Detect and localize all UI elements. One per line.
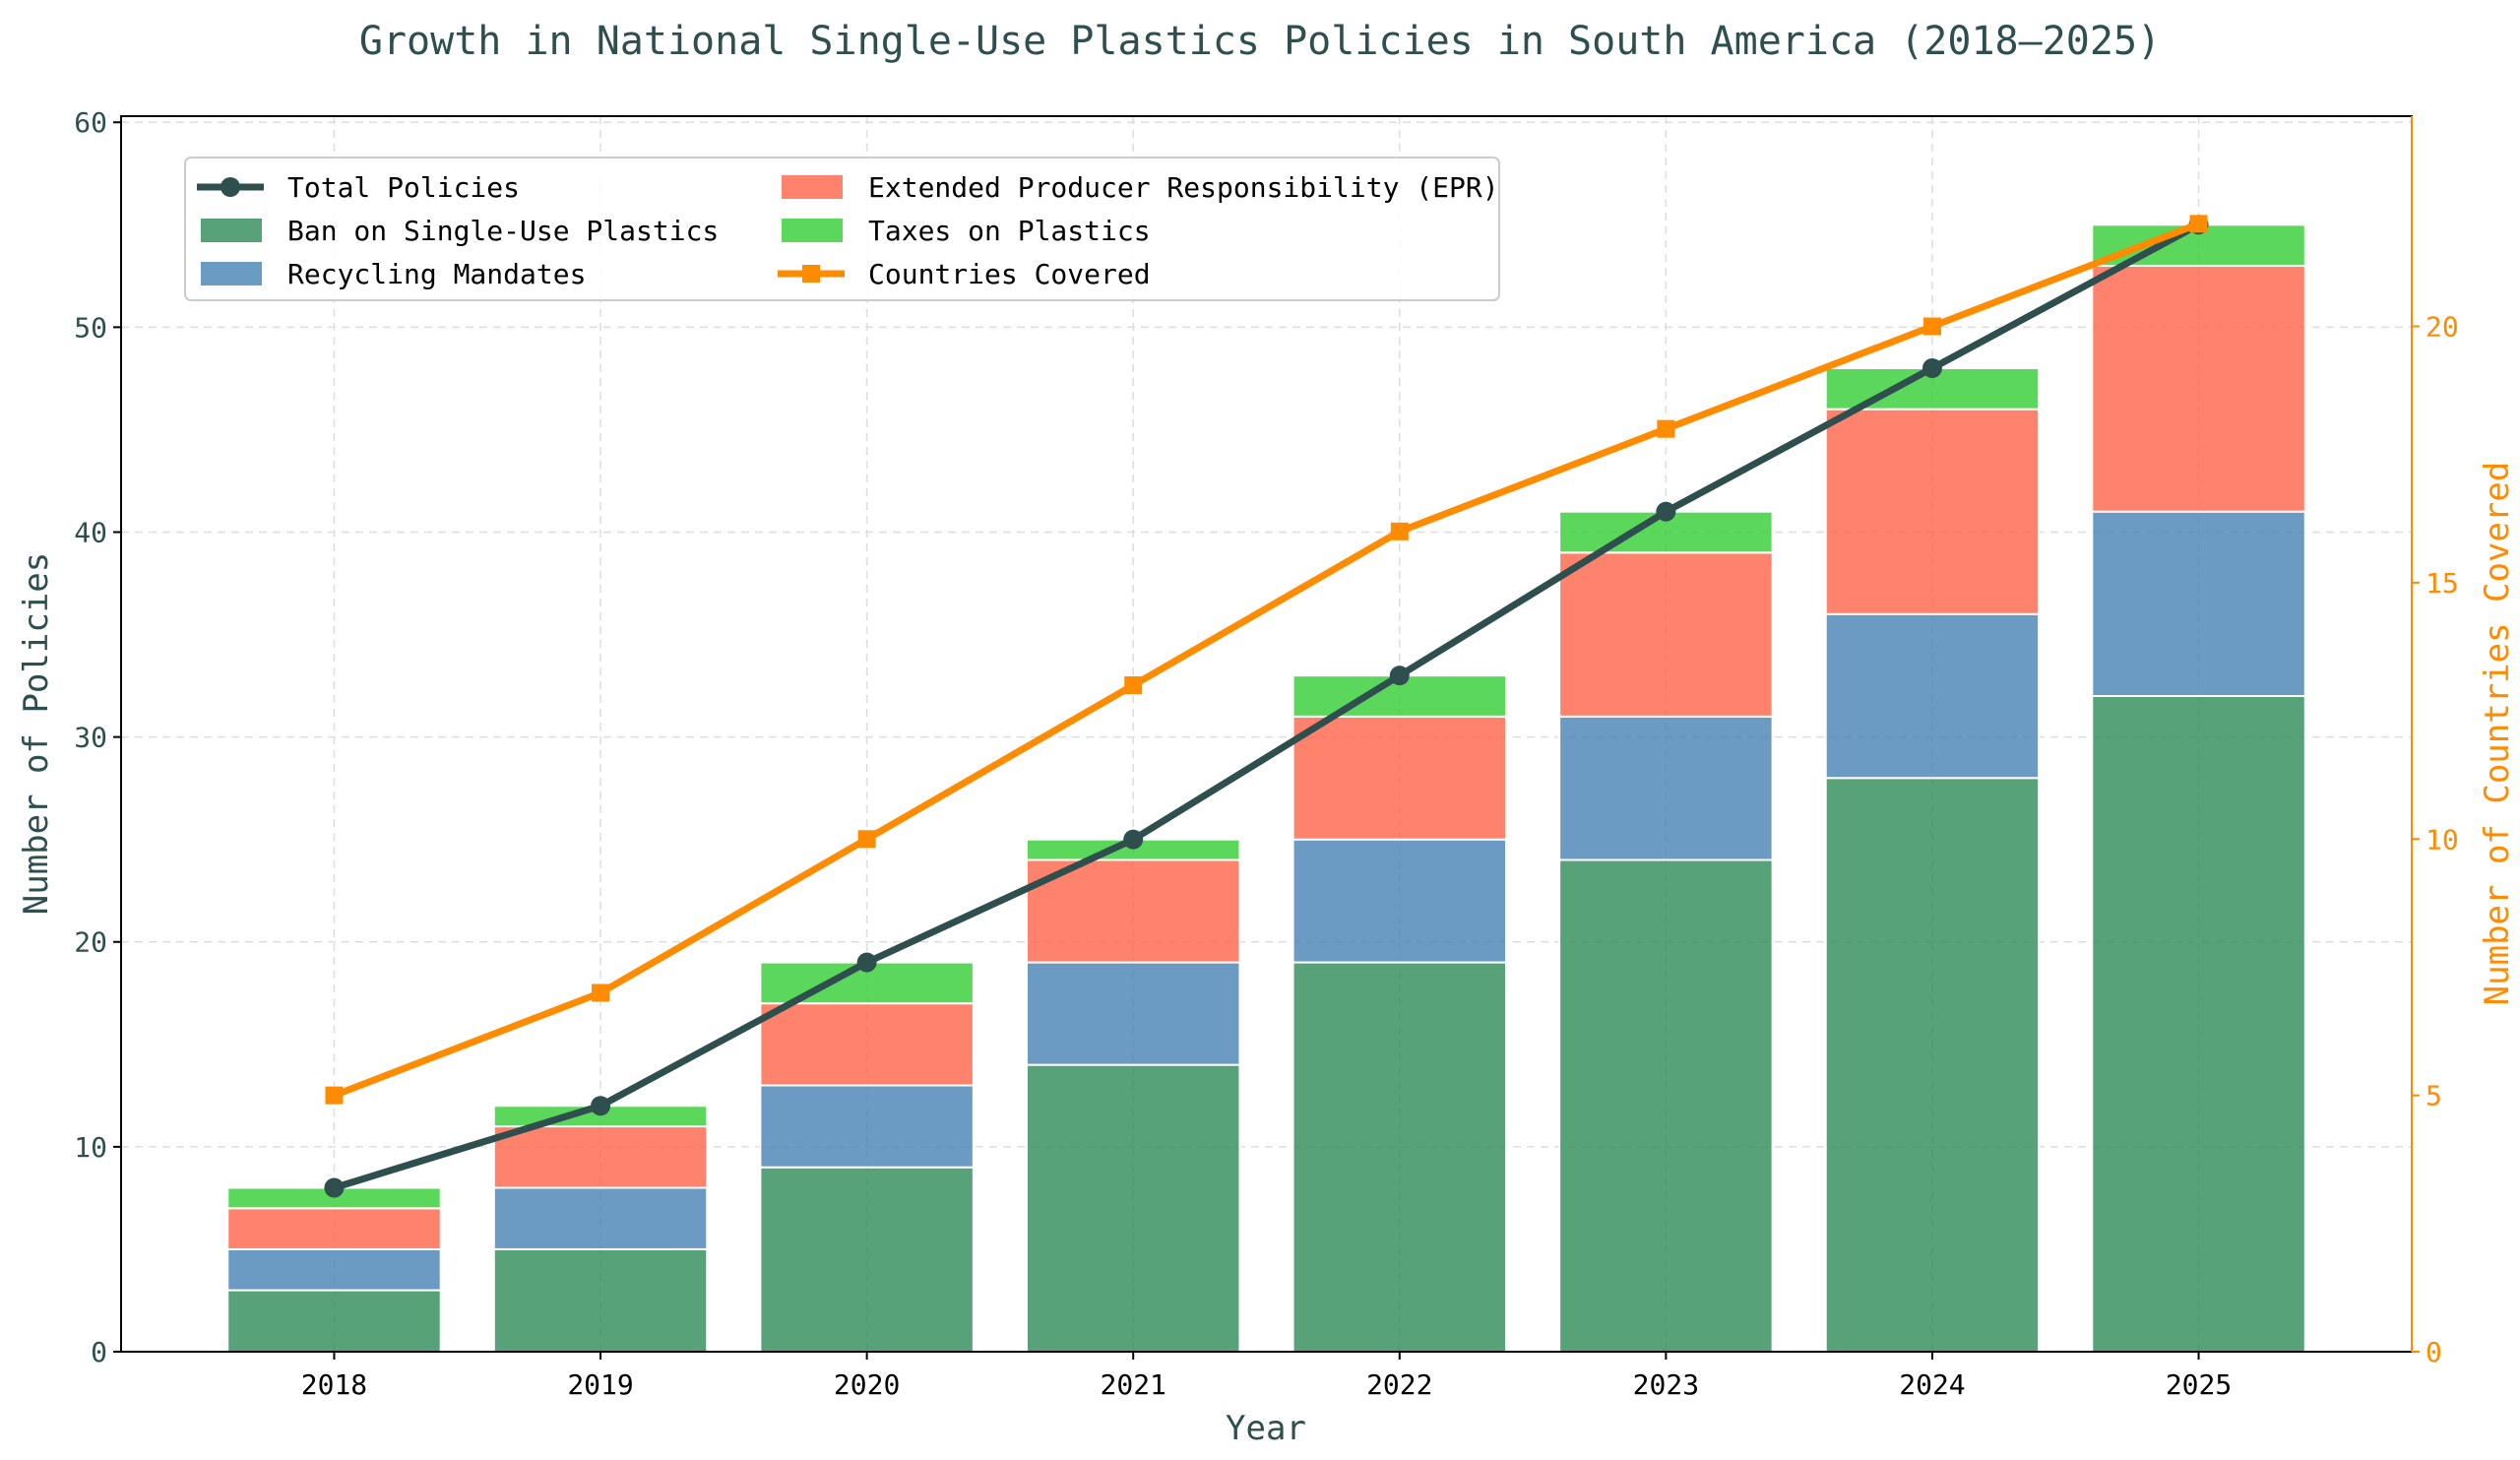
point-total-policies-2022 bbox=[1389, 666, 1410, 686]
bar-extended-producer-responsibility-epr--2021 bbox=[1025, 858, 1241, 964]
plot-frame bbox=[120, 115, 2413, 1353]
legend-swatch-recycling-mandates bbox=[201, 262, 262, 286]
point-countries-covered-2025 bbox=[2189, 215, 2208, 233]
bar-ban-on-single-use-plastics-2023 bbox=[1558, 858, 1774, 1353]
legend: Total Policies Ban on Single-Use Plastics… bbox=[184, 157, 1500, 301]
bar-ban-on-single-use-plastics-2024 bbox=[1824, 777, 2041, 1353]
legend-label-recycling-mandates: Recycling Mandates bbox=[287, 258, 586, 290]
y2-tick-label: 10 bbox=[2426, 823, 2459, 856]
y-tick-label: 50 bbox=[74, 311, 107, 344]
bar-extended-producer-responsibility-epr--2019 bbox=[492, 1125, 709, 1189]
point-total-policies-2019 bbox=[591, 1096, 611, 1116]
x-tick-label: 2019 bbox=[567, 1368, 633, 1401]
axes: 0 10 20 30 40 50 60 0 5 10 15 20 2018 2019 2020 2021 202… bbox=[74, 106, 2458, 1401]
bars bbox=[226, 223, 2306, 1354]
y2-tick-label: 0 bbox=[2426, 1336, 2442, 1368]
point-total-policies-2018 bbox=[324, 1177, 345, 1198]
y-tick-label: 0 bbox=[91, 1336, 107, 1368]
x-tick-label: 2020 bbox=[834, 1368, 900, 1401]
legend-marker-total-policies bbox=[220, 177, 240, 197]
legend-label-countries-covered: Countries Covered bbox=[868, 258, 1151, 290]
bar-ban-on-single-use-plastics-2020 bbox=[759, 1166, 975, 1353]
x-tick-label: 2025 bbox=[2166, 1368, 2232, 1401]
line-countries-covered bbox=[333, 221, 2200, 1099]
y-tick-label: 40 bbox=[74, 516, 107, 548]
legend-label-ban-on-single-use-plastics: Ban on Single-Use Plastics bbox=[287, 215, 719, 247]
lines bbox=[324, 215, 2209, 1198]
bar-extended-producer-responsibility-epr--2018 bbox=[226, 1207, 442, 1250]
line-total-policies bbox=[333, 222, 2201, 1191]
bar-recycling-mandates-2019 bbox=[492, 1186, 709, 1250]
bar-ban-on-single-use-plastics-2025 bbox=[2091, 694, 2306, 1353]
x-tick-label: 2022 bbox=[1366, 1368, 1432, 1401]
bar-ban-on-single-use-plastics-2018 bbox=[226, 1289, 442, 1353]
point-total-policies-2021 bbox=[1123, 829, 1144, 850]
point-countries-covered-2023 bbox=[1657, 419, 1675, 438]
y2-tick-label: 5 bbox=[2426, 1080, 2442, 1112]
bar-recycling-mandates-2018 bbox=[226, 1247, 442, 1292]
x-tick-label: 2018 bbox=[301, 1368, 367, 1401]
bar-extended-producer-responsibility-epr--2020 bbox=[759, 1002, 975, 1087]
bar-ban-on-single-use-plastics-2019 bbox=[492, 1247, 709, 1354]
y2-tick-label: 20 bbox=[2426, 311, 2459, 344]
x-axis-label: Year bbox=[1226, 1409, 1306, 1448]
legend-swatch-ban-on-single-use-plastics bbox=[201, 219, 262, 242]
point-countries-covered-2019 bbox=[592, 984, 610, 1002]
y2-tick-label: 15 bbox=[2426, 567, 2459, 600]
bar-recycling-mandates-2022 bbox=[1292, 838, 1508, 964]
legend-swatch-extended-producer-responsibility-epr- bbox=[782, 175, 843, 199]
x-tick-label: 2021 bbox=[1100, 1368, 1166, 1401]
point-countries-covered-2018 bbox=[325, 1086, 344, 1105]
y-tick-label: 30 bbox=[74, 722, 107, 754]
bar-recycling-mandates-2024 bbox=[1824, 612, 2041, 780]
legend-marker-countries-covered bbox=[802, 265, 820, 283]
bar-extended-producer-responsibility-epr--2023 bbox=[1558, 551, 1774, 718]
bar-extended-producer-responsibility-epr--2022 bbox=[1292, 715, 1508, 841]
point-countries-covered-2024 bbox=[1922, 317, 1941, 336]
grid bbox=[121, 116, 2412, 1353]
point-total-policies-2020 bbox=[856, 952, 877, 973]
bar-recycling-mandates-2023 bbox=[1558, 715, 1774, 861]
legend-label-taxes-on-plastics: Taxes on Plastics bbox=[868, 215, 1151, 247]
bar-extended-producer-responsibility-epr--2025 bbox=[2091, 264, 2306, 513]
y2-axis-label: Number of Countries Covered bbox=[2478, 462, 2517, 1006]
bar-extended-producer-responsibility-epr--2024 bbox=[1824, 408, 2041, 615]
bar-ban-on-single-use-plastics-2021 bbox=[1025, 1063, 1241, 1353]
legend-swatch-taxes-on-plastics bbox=[782, 219, 843, 242]
point-total-policies-2024 bbox=[1922, 357, 1942, 378]
legend-label-extended-producer-responsibility-epr-: Extended Producer Responsibility (EPR) bbox=[868, 171, 1499, 204]
legend-label-total-policies: Total Policies bbox=[287, 171, 520, 204]
bar-recycling-mandates-2025 bbox=[2091, 510, 2306, 697]
y-tick-label: 20 bbox=[74, 926, 107, 959]
x-tick-label: 2024 bbox=[1899, 1368, 1965, 1401]
point-countries-covered-2021 bbox=[1124, 676, 1143, 695]
y-axis-label: Number of Policies bbox=[17, 552, 56, 915]
bar-recycling-mandates-2021 bbox=[1025, 961, 1241, 1066]
x-tick-label: 2023 bbox=[1633, 1368, 1699, 1401]
bar-ban-on-single-use-plastics-2022 bbox=[1292, 961, 1508, 1354]
point-countries-covered-2022 bbox=[1390, 522, 1409, 540]
chart-title: Growth in National Single-Use Plastics P… bbox=[359, 19, 2161, 64]
bar-recycling-mandates-2020 bbox=[759, 1084, 975, 1169]
y-tick-label: 10 bbox=[74, 1131, 107, 1164]
y-tick-label: 60 bbox=[74, 106, 107, 139]
point-countries-covered-2020 bbox=[857, 830, 876, 849]
point-total-policies-2023 bbox=[1656, 501, 1676, 522]
